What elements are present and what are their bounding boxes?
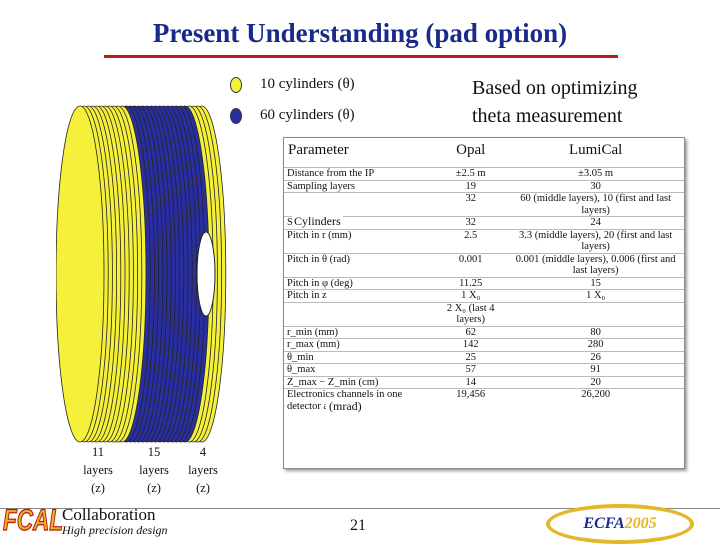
layer-axis: (z) [91,481,105,495]
cell-opal: 11.25 [434,276,508,290]
fcal-logo-text: FCAL [3,504,63,537]
table-row: Pitch in θ (rad) 0.001 0.001 (middle layer… [284,252,684,277]
cell-lumical: 24 [507,216,684,229]
cell-parameter: θ_max [284,363,435,376]
cell-parameter: Z_max − Z_min (cm) [284,375,435,389]
layer-count: 11 [91,445,105,459]
cell-lumical: 26,200 [507,388,684,412]
cell-parameter: r_min (mm) [284,325,435,339]
layer-axis: (z) [147,481,161,495]
table-row: 2 X₀ (last 4 layers) [284,301,684,326]
cell-opal: 62 [434,325,508,339]
cell-lumical: 26 [507,350,684,364]
table-row: Sectors3224 [284,216,684,229]
cell-opal: 2.5 [434,228,508,253]
cell-parameter: Distance from the IP [284,167,435,180]
cell-parameter: Pitch in r (mm) [284,228,435,253]
design-note: Based on optimizing theta measurement [472,74,684,130]
note-line-1: Based on optimizing [472,77,638,99]
table-row: θ_min 25 26 [284,350,684,364]
table-row: Sampling layers 19 30 [284,179,684,193]
cell-lumical: 80 [507,325,684,339]
layer-axis: (z) [196,481,210,495]
cell-lumical: 1 X₀ [507,289,684,302]
cell-opal: 2 X₀ (last 4 layers) [434,301,508,326]
table-row: r_min (mm) 62 80 [284,325,684,339]
page-number: 21 [350,517,366,534]
cylinders-label: Cylinders [292,214,343,229]
legend-item-blue: 60 cylinders (θ) [230,107,355,124]
cell-parameter: Sampling layers [284,179,435,193]
cell-opal: 0.001 [434,252,508,277]
cell-parameter: r_max (mm) [284,338,435,351]
layer-unit: layers [83,463,113,477]
table-row: Distance from the IP ±2.5 m ±3.05 m [284,167,684,180]
mrad-label: (mrad) [326,399,365,414]
cell-parameter: Pitch in θ (rad) [284,252,435,277]
slide-title: Present Understanding (pad option) [152,18,568,48]
yellow-disk-icon [230,76,242,93]
table-row: 32 60 (middle layers), 10 (first and last… [284,192,684,217]
legend-label-yellow: 10 cylinders (θ) [260,76,355,92]
cell-lumical: ±3.05 m [507,167,684,180]
cell-parameter: Pitch in z [284,289,435,302]
cell-opal: 19,456 [434,388,508,412]
cell-lumical: 280 [507,338,684,351]
cell-opal: 19 [434,179,508,193]
collaboration-subtitle: High precision design [62,523,168,537]
table-row: Pitch in r (mm) 2.5 3.3 (middle layers), 2… [284,228,684,253]
legend-label-blue: 60 cylinders (θ) [260,107,355,123]
footer-divider [0,508,720,509]
detector-drawing [56,105,227,443]
layer-unit: layers [139,463,169,477]
cell-lumical [507,301,684,326]
ecfa-year: 2005 [624,515,657,532]
cell-lumical: 15 [507,276,684,290]
yellow-layer-disk [56,105,105,443]
cell-opal: 32 [434,192,508,217]
header-parameter: Parameter [288,142,349,158]
cell-opal: 25 [434,350,508,364]
cell-opal: ±2.5 m [434,167,508,180]
table-header-row: Parameter Opal LumiCal [284,138,684,168]
layer-label-middle: 15 layers (z) [128,443,180,497]
cell-lumical: 60 (middle layers), 10 (first and last l… [507,192,684,217]
header-opal: Opal [456,142,486,158]
parameter-table: Parameter Opal LumiCal Distance from the… [283,137,685,469]
ecfa-badge: ECFA 2005 [546,504,694,544]
cell-lumical: 30 [507,179,684,193]
note-line-2: theta measurement [472,105,623,127]
cell-parameter: Pitch in φ (deg) [284,276,435,290]
table-row: θ_max 57 91 [284,363,684,376]
cell-lumical: 3.3 (middle layers), 20 (first and last … [507,228,684,253]
detector-inner-hole [196,231,216,317]
legend-item-yellow: 10 cylinders (θ) [230,76,355,93]
cell-parameter [284,192,435,217]
cell-lumical: 91 [507,363,684,376]
cell-opal: 1 X₀ [434,289,508,302]
cell-opal: 142 [434,338,508,351]
cell-lumical: 20 [507,375,684,389]
title-underline [104,55,618,58]
layer-label-back: 4 layers (z) [178,443,228,497]
table-row: Pitch in φ (deg) 11.25 15 [284,276,684,290]
cell-opal: 14 [434,375,508,389]
layer-count: 4 [199,445,207,459]
layer-label-front: 11 layers (z) [72,443,124,497]
collaboration-text: Collaboration [62,505,156,524]
cell-lumical: 0.001 (middle layers), 0.006 (first and … [507,252,684,277]
cell-parameter [284,301,435,326]
header-lumical: LumiCal [568,142,623,158]
table-row: r_max (mm) 142 280 [284,338,684,351]
layer-unit: layers [188,463,218,477]
cell-opal: 57 [434,363,508,376]
layer-count: 15 [147,445,161,459]
fcal-logo: FCAL [2,503,63,537]
cell-parameter: θ_min [284,350,435,364]
blue-disk-icon [230,107,242,124]
cell-opal: 32 [434,216,508,229]
table-row: Z_max − Z_min (cm) 14 20 [284,375,684,389]
ecfa-prefix: ECFA [583,515,625,532]
